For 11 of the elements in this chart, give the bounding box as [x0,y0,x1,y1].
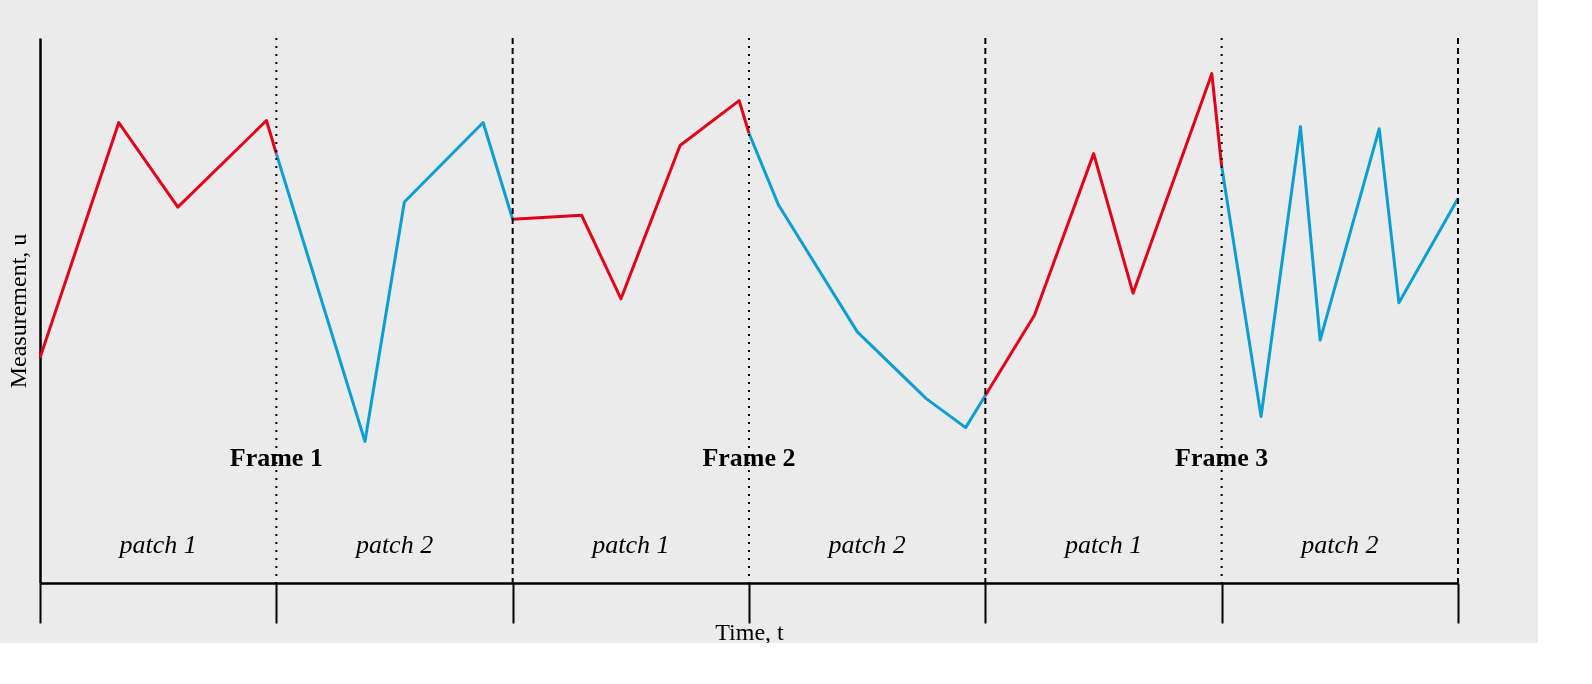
annotation: patch 1 [1062,529,1143,559]
annotation: patch 1 [590,529,670,559]
annotation: patch 1 [117,529,197,559]
annotation: patch 2 [1299,529,1379,559]
y-axis-title: Measurement, u [4,233,31,389]
annotation: Frame 2 [702,442,796,472]
annotation: Frame 3 [1175,442,1269,472]
annotation: patch 2 [826,529,906,559]
annotation: patch 2 [353,529,434,559]
annotation: Frame 1 [229,442,323,472]
x-axis-title: Time, t [715,618,785,645]
